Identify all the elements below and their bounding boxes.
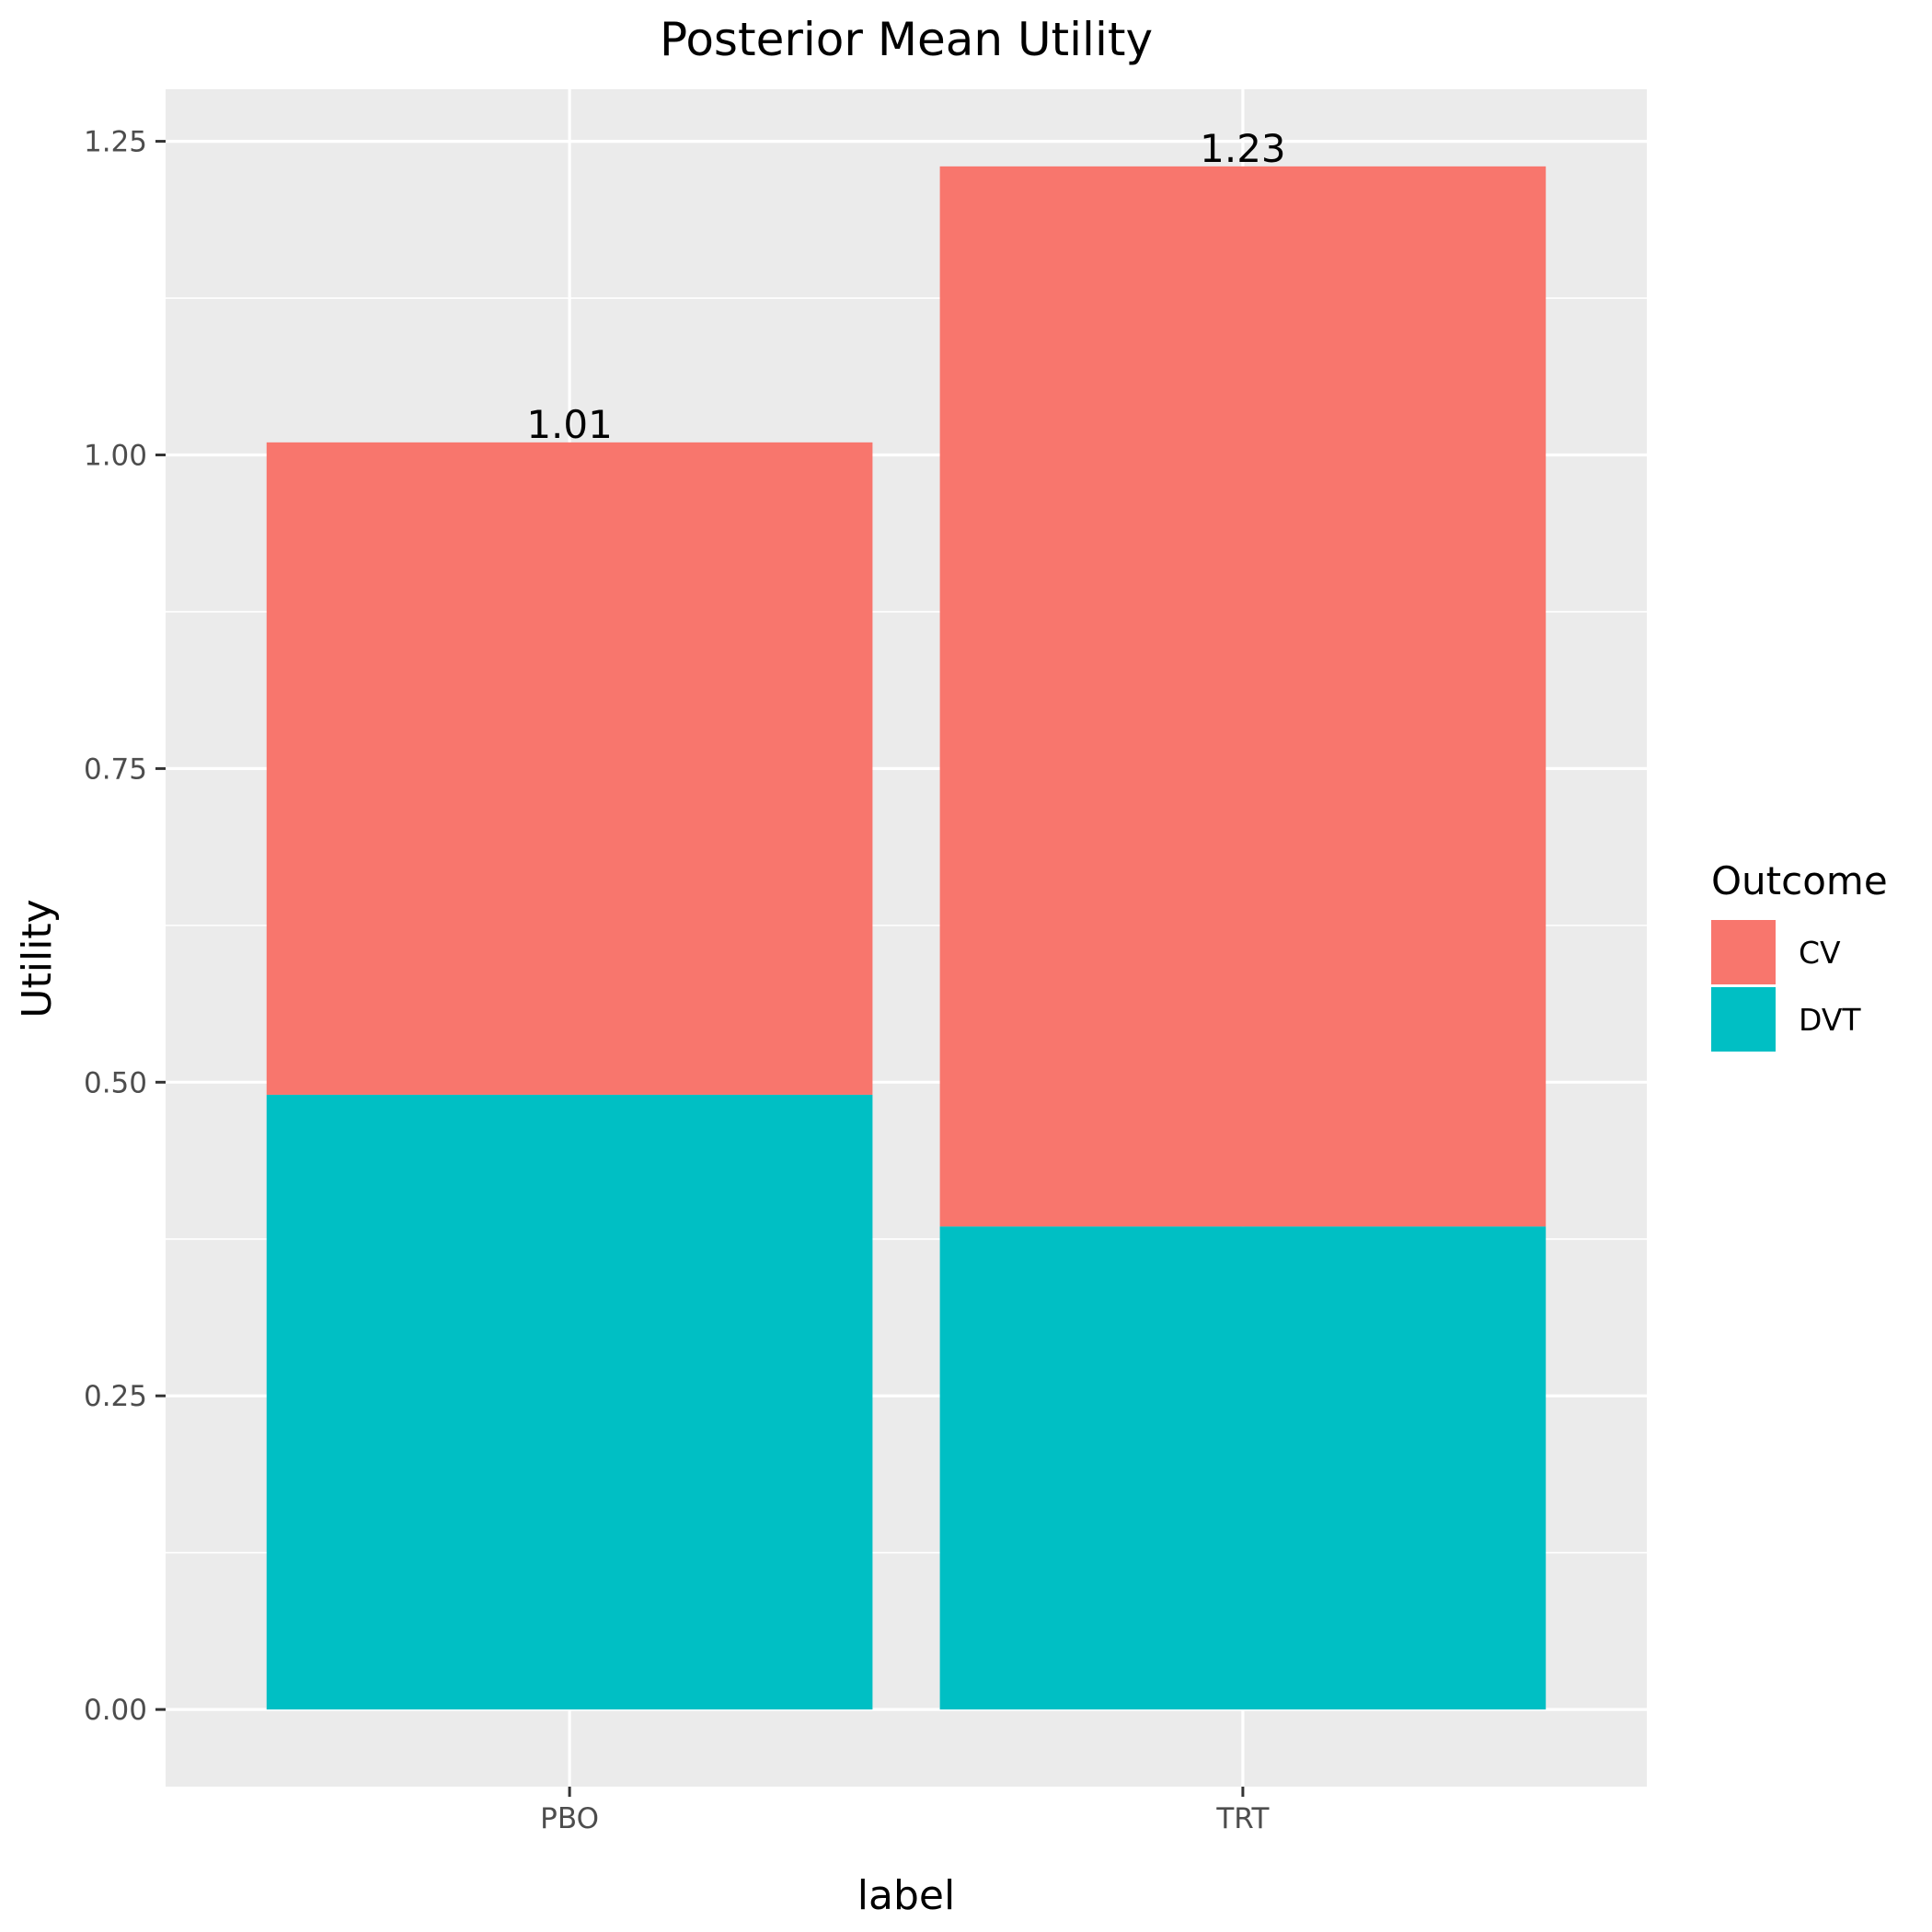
legend-title: Outcome [1711, 858, 1888, 903]
bar-pbo-cv [266, 442, 873, 1095]
legend-key-cv [1711, 920, 1776, 984]
y-tick-label: 0.25 [84, 1380, 147, 1413]
legend-label-dvt: DVT [1799, 1002, 1861, 1038]
x-tick-label: PBO [540, 1802, 599, 1835]
x-axis: PBO TRT [540, 1787, 1271, 1835]
x-tick-label: TRT [1215, 1802, 1270, 1835]
legend: Outcome CV DVT [1711, 858, 1888, 1052]
y-tick-label: 1.25 [84, 126, 147, 159]
total-labels-layer: 1.01 1.23 [526, 126, 1285, 447]
legend-items: CV DVT [1711, 920, 1861, 1052]
y-tick-label: 0.75 [84, 753, 147, 786]
y-tick-label: 0.00 [84, 1694, 147, 1727]
legend-label-cv: CV [1799, 935, 1841, 971]
chart-title: Posterior Mean Utility [660, 13, 1153, 66]
legend-key-dvt [1711, 987, 1776, 1052]
bar-trt-cv [939, 166, 1547, 1227]
y-tick-label: 1.00 [84, 440, 147, 473]
total-label-pbo: 1.01 [526, 402, 613, 447]
y-tick-label: 0.50 [84, 1066, 147, 1099]
total-label-trt: 1.23 [1200, 126, 1286, 171]
bar-pbo-dvt [266, 1094, 873, 1710]
bar-trt-dvt [939, 1226, 1547, 1710]
x-axis-title: label [857, 1872, 955, 1919]
y-axis-title: Utility [14, 899, 61, 1018]
y-axis: 0.00 0.25 0.50 0.75 1.00 1.25 [84, 126, 166, 1727]
bars-layer [266, 166, 1547, 1710]
